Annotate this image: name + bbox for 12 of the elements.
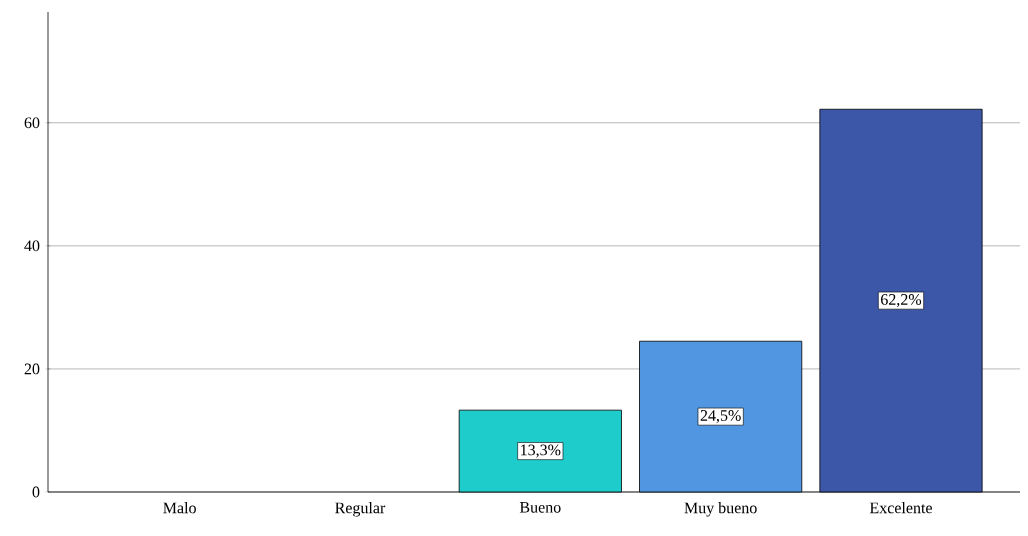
- y-tick-label: 20: [24, 363, 40, 375]
- x-tick-label: Excelente: [869, 502, 932, 514]
- x-tick-label: Muy bueno: [684, 502, 757, 517]
- data-label: 13,3%: [521, 444, 561, 458]
- y-tick-label: 60: [24, 117, 40, 129]
- data-label: 24,5%: [700, 410, 741, 424]
- x-tick-label: Bueno: [519, 502, 561, 513]
- x-tick-label: Malo: [163, 502, 196, 514]
- data-label: 62,2%: [881, 294, 922, 308]
- x-tick-label: Regular: [335, 502, 386, 517]
- y-tick-label: 0: [32, 486, 40, 498]
- y-tick-label: 40: [24, 240, 40, 252]
